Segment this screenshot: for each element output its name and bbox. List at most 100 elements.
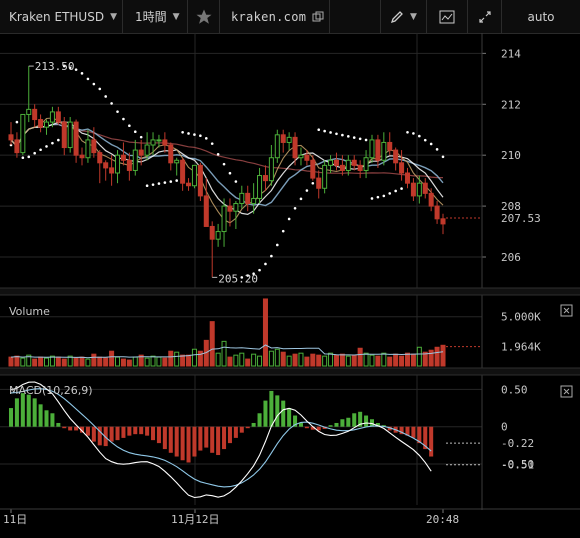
candle-up [322,164,328,189]
volume-bar [197,350,203,367]
candle-down [357,164,363,171]
volume-bar [162,357,168,367]
candle-up [381,141,387,161]
sar-dot [429,142,433,146]
macd-histogram-bar [281,400,286,427]
candle-up [274,134,280,159]
macd-histogram-bar [74,426,79,431]
volume-bar [251,353,257,367]
macd-histogram-bar [156,426,161,444]
macd-histogram-bar [275,395,280,427]
volume-bar [292,353,298,367]
macd-histogram-bar [145,426,150,436]
volume-bar [120,358,126,367]
volume-bar [410,353,416,367]
candle-down [73,121,79,156]
volume-bar [239,352,245,367]
volume-bar [399,355,405,367]
candle-down [79,154,85,159]
sar-dot [270,254,273,258]
macd-histogram-bar [298,422,303,427]
macd-histogram-bar [14,398,19,427]
macd-histogram-bar [334,422,339,427]
indicators-button[interactable] [427,0,468,33]
macd-histogram-bar [352,413,357,427]
sar-dot [45,145,48,148]
candle-up [49,111,55,123]
volume-bar [286,355,292,367]
macd-histogram-bar [115,426,120,441]
sar-dot [151,183,155,186]
sar-dot [122,117,125,121]
sar-dot [358,137,362,141]
sar-dot [74,68,78,71]
candle-down [14,139,20,154]
volume-panel-label: Volume [9,305,50,318]
panel-divider [0,368,580,375]
sar-dot [370,197,374,200]
candle-up [85,139,91,159]
macd-histogram-bar [20,393,25,427]
volume-bar [91,353,97,367]
candlestick-series: 213.50 205.20 [8,60,482,285]
sar-dot [394,189,397,193]
volume-bar [150,355,156,367]
close-panel-button [560,385,573,398]
macd-histogram-bar [168,426,173,453]
candle-up [286,136,292,143]
volume-bar [67,355,73,367]
candle-up [233,203,239,212]
volume-bar [85,358,91,367]
chart-area[interactable]: 213.50 205.20 214 212 210 208 206 207.53 5.000K… [0,33,580,538]
macd-histogram-bar [239,426,244,433]
fullscreen-button[interactable] [468,0,502,33]
macd-panel-label: MACD(10,26,9) [9,384,93,397]
sar-dot [104,95,107,98]
candle-down [186,182,192,187]
sar-dot [376,195,380,199]
sar-dot [157,182,161,185]
scale-mode-button[interactable]: auto [502,0,580,33]
candle-down [399,162,405,174]
source-link[interactable]: kraken.com [220,0,330,33]
sar-dot [27,155,31,159]
ma-long-line [10,123,443,179]
macd-histogram-bar [304,426,309,429]
sar-dot [39,148,42,152]
interval-selector[interactable]: 1時間 ▼ [123,0,188,33]
macd-histogram-bar [375,422,380,427]
candle-down [434,205,440,220]
fullscreen-icon [478,10,491,23]
chart-toolbar: Kraken ETHUSD ▼ 1時間 ▼ kraken.com ▼ auto [0,0,580,34]
time-tick-label: 20:48 [426,513,459,526]
macd-histogram-bar [210,426,215,453]
candle-down [61,121,67,149]
volume-bar [233,354,239,367]
macd-histogram-bar [133,426,138,435]
chevron-down-icon: ▼ [410,11,417,22]
sar-dot [335,132,338,136]
sar-dot [281,229,285,233]
volume-bar [215,352,221,367]
drawing-tools-button[interactable]: ▼ [380,0,427,33]
macd-histogram-bar [251,422,256,427]
macd-histogram-bar [91,426,96,442]
candle-down [168,144,174,164]
macd-histogram-bar [417,426,422,444]
sar-dot [21,156,25,160]
sar-dot [92,82,96,86]
macd-histogram-bar [121,426,126,438]
volume-bar [416,346,422,367]
volume-bar [328,352,334,367]
macd-histogram-bar [322,426,327,429]
sar-dot [80,72,84,75]
sar-dot [222,162,226,166]
sar-dot [311,181,315,185]
volume-bar [14,355,20,367]
favorite-button[interactable] [188,0,220,33]
macd-histogram-bar [32,398,37,427]
candle-down [109,167,115,174]
time-tick-label: 11日 [3,513,27,526]
sar-dot [240,276,244,279]
symbol-selector[interactable]: Kraken ETHUSD ▼ [0,0,123,33]
